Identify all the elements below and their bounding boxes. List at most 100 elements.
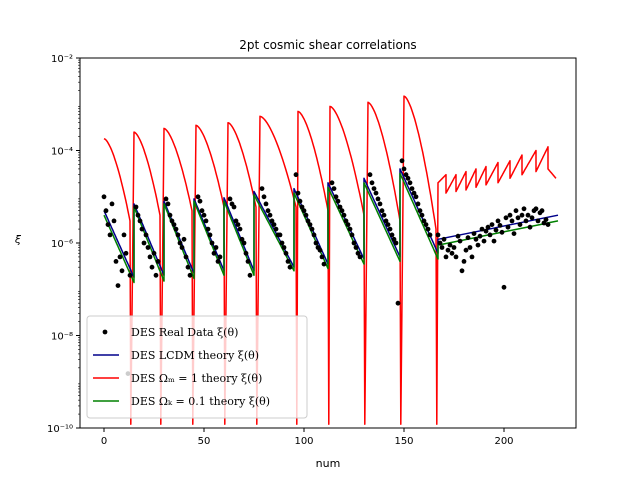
data-point: [391, 236, 397, 242]
data-point: [403, 172, 409, 178]
data-point: [139, 226, 145, 232]
data-point: [509, 218, 515, 224]
data-point: [425, 226, 431, 232]
data-point: [247, 272, 253, 278]
data-point: [339, 208, 345, 214]
data-point: [459, 268, 465, 274]
data-point: [423, 222, 429, 228]
data-point: [279, 240, 285, 246]
data-point: [183, 254, 189, 260]
data-point: [441, 236, 447, 242]
data-point: [381, 212, 387, 218]
data-point: [455, 233, 461, 239]
data-point: [167, 212, 173, 218]
data-point: [175, 232, 181, 238]
y-tick-label: 10⁻²: [51, 54, 73, 65]
data-point: [349, 232, 355, 238]
data-point: [151, 250, 157, 256]
data-point: [195, 194, 201, 200]
data-point: [261, 194, 267, 200]
data-point: [475, 242, 481, 248]
data-point: [187, 272, 193, 278]
data-point: [293, 172, 299, 178]
data-point: [173, 226, 179, 232]
data-point: [107, 232, 113, 238]
data-point: [481, 238, 487, 244]
data-point: [341, 212, 347, 218]
data-point: [281, 245, 287, 250]
data-point: [273, 226, 279, 232]
data-point: [113, 259, 119, 264]
data-point: [163, 196, 169, 202]
x-tick-label: 0: [101, 436, 107, 447]
data-point: [495, 218, 501, 224]
data-point: [371, 186, 377, 192]
y-tick-label: 10⁻¹⁰: [47, 424, 73, 435]
x-tick-label: 200: [494, 436, 513, 447]
data-point: [467, 245, 473, 250]
data-point: [147, 254, 153, 260]
data-point: [367, 172, 373, 178]
legend: DES Real Data ξ(θ) DES LCDM theory ξ(θ) DE…: [86, 315, 308, 419]
data-point: [493, 227, 499, 233]
data-point: [523, 218, 529, 224]
data-point: [497, 223, 503, 228]
data-point: [491, 238, 497, 244]
data-point: [489, 222, 495, 228]
data-point: [395, 300, 401, 306]
data-point: [317, 247, 323, 253]
data-point: [515, 215, 521, 221]
data-point: [287, 264, 293, 270]
data-point: [101, 194, 107, 200]
data-point: [237, 226, 243, 232]
data-point: [307, 222, 313, 228]
data-point: [507, 212, 513, 218]
data-point: [283, 250, 289, 256]
data-point: [231, 204, 237, 210]
data-point: [419, 212, 425, 218]
data-point: [479, 226, 485, 232]
x-tick-label: 50: [198, 436, 211, 447]
data-point: [427, 232, 433, 238]
data-point: [409, 186, 415, 192]
data-point: [525, 212, 531, 218]
data-point: [233, 218, 239, 224]
data-point: [137, 218, 143, 224]
data-point: [153, 272, 159, 278]
data-point: [401, 166, 407, 172]
data-point: [447, 242, 453, 248]
data-point: [543, 217, 549, 223]
data-point: [213, 245, 219, 250]
x-axis: 0 50 100 150 200: [101, 428, 514, 447]
data-point: [331, 186, 337, 192]
data-point: [329, 180, 335, 186]
data-point: [319, 254, 325, 260]
data-point: [457, 238, 463, 244]
data-point: [369, 180, 375, 186]
data-point: [421, 218, 427, 224]
data-point: [203, 218, 209, 224]
data-point: [145, 245, 151, 250]
data-point: [207, 232, 213, 238]
data-point: [519, 212, 525, 218]
data-point: [335, 198, 341, 204]
data-point: [463, 247, 469, 253]
data-point: [133, 204, 139, 210]
data-point: [439, 245, 445, 250]
legend-label-om1: DES Ωₘ = 1 theory ξ(θ): [131, 372, 262, 385]
data-point: [415, 201, 421, 207]
data-point: [521, 206, 527, 212]
y-tick-label: 10⁻⁸: [51, 332, 73, 343]
data-point: [407, 180, 413, 186]
data-point: [399, 158, 405, 164]
data-point: [451, 245, 457, 250]
data-point: [111, 218, 117, 224]
data-point: [311, 232, 317, 238]
data-point: [443, 254, 449, 260]
data-point: [539, 208, 545, 214]
data-point: [285, 259, 291, 264]
data-point: [387, 226, 393, 232]
series-line-ok: [103, 172, 559, 284]
data-point: [473, 236, 479, 242]
